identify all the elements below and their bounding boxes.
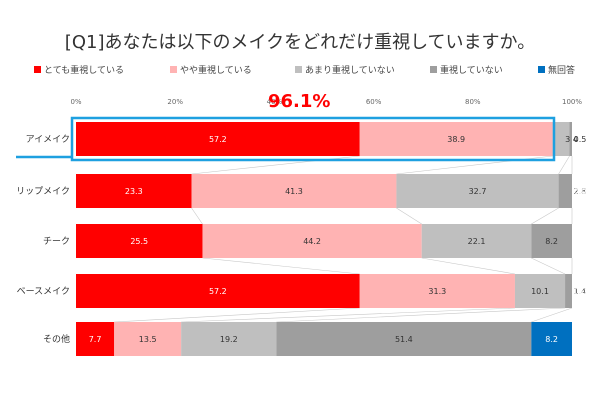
category-label: チーク xyxy=(43,236,70,247)
data-label: 44.2 xyxy=(303,237,321,246)
data-label: 57.2 xyxy=(209,135,227,144)
data-label: 7.7 xyxy=(89,335,102,344)
legend-label: 重視していない xyxy=(440,64,503,76)
legend-label: 無回答 xyxy=(548,64,575,76)
x-tick-label: 0% xyxy=(70,98,81,106)
connector-line xyxy=(114,307,360,323)
x-tick-label: 60% xyxy=(366,98,382,106)
data-label: 8.2 xyxy=(545,237,558,246)
legend-swatch xyxy=(295,66,302,73)
connector-line xyxy=(558,155,570,175)
data-label: 2.8 xyxy=(574,187,587,196)
connector-line xyxy=(531,257,566,275)
category-label: リップメイク xyxy=(16,186,70,197)
bar-segment xyxy=(276,322,532,356)
connector-line xyxy=(531,207,559,225)
legend-swatch xyxy=(170,66,177,73)
chart-title: [Q1]あなたは以下のメイクをどれだけ重視していますか。 xyxy=(64,32,536,53)
bar-segment xyxy=(76,274,360,308)
legend-label: とても重視している xyxy=(44,64,124,76)
data-label: 8.2 xyxy=(545,335,558,344)
connector-line xyxy=(191,207,203,225)
bar-segment xyxy=(181,322,277,356)
bar-segment xyxy=(76,122,360,156)
bar-segment xyxy=(531,322,572,356)
category-label: その他 xyxy=(43,333,70,345)
bar-segment xyxy=(359,274,515,308)
highlight-label: 96.1% xyxy=(268,91,330,112)
bar-segment xyxy=(552,122,570,156)
bar-segment xyxy=(514,274,566,308)
connector-line xyxy=(396,155,553,175)
data-label: 38.9 xyxy=(447,135,465,144)
legend-swatch xyxy=(34,66,41,73)
data-label: 19.2 xyxy=(220,335,238,344)
x-tick-label: 20% xyxy=(167,98,183,106)
data-label: 0.5 xyxy=(574,135,587,144)
data-label: 41.3 xyxy=(285,187,303,196)
connector-line xyxy=(181,307,515,323)
category-label: ベースメイク xyxy=(17,286,70,297)
legend-swatch xyxy=(538,66,545,73)
bar-segment xyxy=(76,224,203,258)
data-label: 0.0 xyxy=(574,237,587,246)
data-label: 57.2 xyxy=(209,287,227,296)
data-label: 0.0 xyxy=(574,187,587,196)
bar-segment xyxy=(114,322,182,356)
data-label: 0.0 xyxy=(574,287,587,296)
data-label: 25.5 xyxy=(130,237,148,246)
data-label: 10.1 xyxy=(531,287,549,296)
connector-line xyxy=(396,207,422,225)
connector-line xyxy=(202,257,360,275)
data-label: 22.1 xyxy=(468,237,486,246)
highlight-box xyxy=(70,116,556,162)
legend-label: やや重視している xyxy=(180,64,252,76)
legend-label: あまり重視していない xyxy=(305,64,395,76)
x-tick-label: 40% xyxy=(267,98,283,106)
data-label: 31.3 xyxy=(428,287,446,296)
connector-line xyxy=(191,155,360,175)
bar-segment xyxy=(396,174,559,208)
bar-segment xyxy=(565,274,572,308)
category-label: アイメイク xyxy=(26,134,70,145)
data-label: 1.4 xyxy=(574,287,587,296)
bar-segment xyxy=(202,224,422,258)
connector-line xyxy=(421,257,516,275)
bar-segment xyxy=(76,322,115,356)
bar-segment xyxy=(558,174,572,208)
data-label: 51.4 xyxy=(395,335,413,344)
legend-swatch xyxy=(430,66,437,73)
bar-segment xyxy=(359,122,553,156)
bar-segment xyxy=(531,224,572,258)
connector-line xyxy=(531,307,573,323)
bar-segment xyxy=(421,224,532,258)
bar-segment xyxy=(191,174,397,208)
data-label: 13.5 xyxy=(139,335,157,344)
data-label: 32.7 xyxy=(469,187,487,196)
connector-line xyxy=(276,307,566,323)
x-tick-label: 100% xyxy=(562,98,582,106)
x-tick-label: 80% xyxy=(465,98,481,106)
data-label: 23.3 xyxy=(125,187,143,196)
bar-segment xyxy=(76,174,192,208)
bar-segment xyxy=(569,122,572,156)
